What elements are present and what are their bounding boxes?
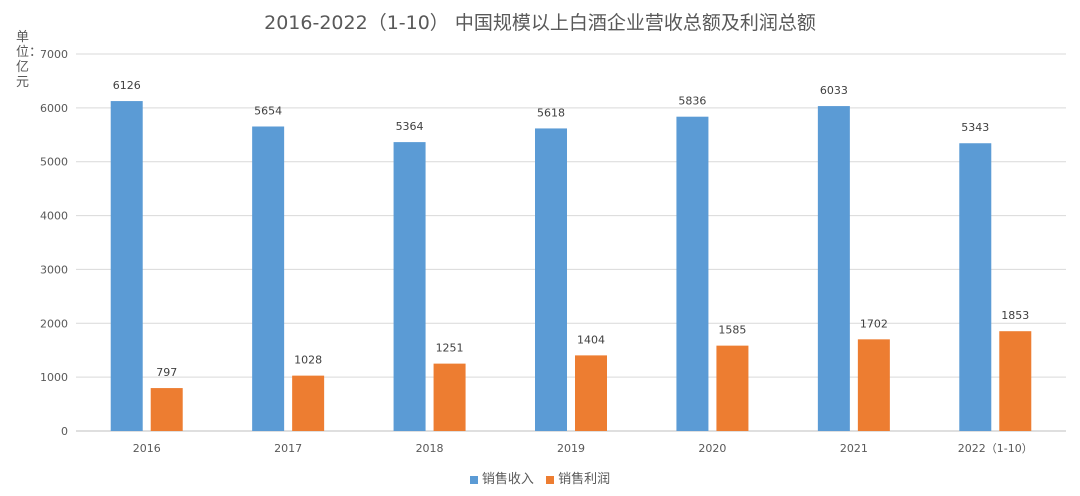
bar-revenue: [959, 143, 992, 432]
x-tick-label: 2017: [274, 442, 302, 455]
y-tick-label: 2000: [40, 317, 68, 330]
data-label-profit: 1404: [577, 333, 605, 346]
x-tick-label: 2019: [557, 442, 585, 455]
legend: 销售收入 销售利润: [0, 468, 1080, 487]
bar-profit: [433, 363, 466, 431]
x-tick-label: 2020: [698, 442, 726, 455]
bar-profit: [999, 331, 1032, 431]
y-tick-label: 4000: [40, 210, 68, 223]
x-tick-label: 2022（1-10）: [958, 442, 1033, 455]
data-label-revenue: 5364: [396, 120, 424, 133]
bar-revenue: [535, 128, 567, 431]
bar-revenue: [817, 106, 850, 431]
data-label-revenue: 5654: [254, 104, 282, 117]
data-label-profit: 1585: [718, 324, 746, 337]
y-tick-label: 6000: [40, 102, 68, 115]
bars: [110, 101, 1032, 432]
bar-revenue: [393, 142, 426, 431]
data-label-revenue: 6126: [113, 79, 141, 92]
legend-label-profit: 销售利润: [558, 472, 611, 487]
chart-title: 2016-2022（1-10） 中国规模以上白酒企业营收总额及利润总额: [264, 12, 816, 34]
bar-profit: [292, 375, 325, 431]
data-label-profit: 1251: [436, 342, 464, 355]
y-axis-ticks: 0 1000 2000 3000 4000 5000 6000 7000: [40, 48, 68, 438]
gridlines: [76, 53, 1066, 432]
bar-revenue: [676, 116, 709, 432]
bar-profit: [150, 388, 183, 431]
legend-item-profit: 销售利润: [546, 468, 610, 487]
data-label-revenue: 5836: [678, 95, 706, 108]
bar-profit: [575, 355, 607, 431]
x-tick-label: 2016: [133, 442, 161, 455]
y-tick-label: 1000: [40, 371, 68, 384]
data-label-profit: 1702: [860, 317, 888, 330]
x-tick-label: 2021: [840, 442, 868, 455]
bar-profit: [857, 339, 890, 431]
y-tick-label: 3000: [40, 263, 68, 276]
bar-revenue: [110, 101, 143, 432]
data-label-revenue: 6033: [820, 84, 848, 97]
legend-swatch-revenue: [469, 475, 478, 484]
data-label-profit: 1028: [294, 354, 322, 367]
data-label-revenue: 5618: [537, 106, 565, 119]
legend-item-revenue: 销售收入: [469, 468, 534, 487]
y-tick-label: 0: [61, 425, 68, 438]
x-tick-label: 2018: [416, 442, 444, 455]
data-labels: 6126 797 5654 1028 5364 1251 5618 1404 5836 1585 6…: [113, 79, 1030, 379]
bar-profit: [716, 345, 749, 431]
legend-swatch-profit: [546, 475, 555, 484]
y-tick-label: 7000: [40, 48, 68, 61]
bar-revenue: [252, 126, 285, 432]
data-label-profit: 797: [156, 366, 177, 379]
legend-label-revenue: 销售收入: [481, 472, 534, 487]
y-tick-label: 5000: [40, 156, 68, 169]
data-label-revenue: 5343: [961, 121, 989, 134]
x-axis-ticks: 2016 2017 2018 2019 2020 2021 2022（1-10）: [133, 442, 1033, 455]
data-label-profit: 1853: [1001, 309, 1029, 322]
